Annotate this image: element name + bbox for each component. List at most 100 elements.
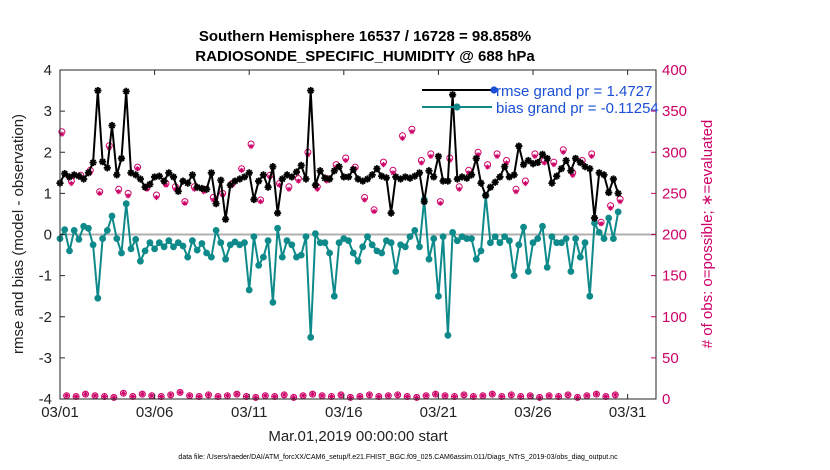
- rmse-point: [463, 174, 471, 182]
- bias-point: [368, 241, 376, 249]
- bias-point: [335, 239, 343, 247]
- bias-point: [75, 236, 83, 243]
- rmse-point: [212, 200, 220, 208]
- obs-possible-point: [119, 389, 127, 397]
- bias-point: [137, 257, 144, 265]
- rmse-point: [94, 86, 102, 95]
- obs-evaluated-point: [73, 393, 79, 400]
- bias-point: [99, 235, 106, 243]
- rmse-point: [250, 195, 258, 204]
- rmse-point: [349, 165, 357, 174]
- x-tick-label: 03/11: [231, 404, 267, 421]
- rmse-point: [491, 178, 499, 186]
- obs-evaluated-point: [234, 391, 240, 397]
- rmse-point: [169, 173, 178, 181]
- bias-point: [359, 243, 367, 251]
- bias-point: [108, 212, 116, 220]
- obs-possible-point: [365, 391, 373, 399]
- bias-point: [89, 241, 97, 249]
- rmse-point: [165, 169, 173, 177]
- obs-evaluated-point: [215, 393, 221, 400]
- obs-evaluated-point: [432, 391, 439, 397]
- rmse-point: [288, 173, 296, 181]
- bias-point: [170, 243, 177, 251]
- obs-possible-point: [592, 390, 600, 398]
- obs-evaluated-point: [59, 131, 65, 137]
- bias-point: [250, 233, 258, 241]
- obs-evaluated-point: [239, 167, 245, 173]
- obs-evaluated-point: [92, 393, 98, 399]
- rmse-point: [420, 198, 428, 206]
- rmse-point: [406, 174, 414, 182]
- obs-evaluated-point: [503, 160, 510, 166]
- rmse-point: [340, 173, 348, 181]
- rmse-point: [264, 183, 272, 191]
- y-left-tick-label: -3: [39, 350, 52, 367]
- rmse-point: [231, 177, 239, 185]
- bias-point: [453, 237, 461, 245]
- rmse-point: [458, 173, 466, 181]
- bias-point: [444, 331, 452, 339]
- bias-point: [66, 247, 73, 255]
- bias-point: [501, 233, 508, 241]
- rmse-point: [505, 173, 513, 181]
- bias-point: [70, 227, 78, 234]
- rmse-point: [193, 183, 201, 191]
- obs-evaluated-point: [418, 160, 424, 166]
- obs-evaluated-point: [404, 393, 410, 400]
- obs-evaluated-point: [612, 392, 618, 398]
- bias-point: [406, 233, 414, 241]
- chart-title-line1: Southern Hemisphere 16537 / 16728 = 98.8…: [199, 28, 531, 45]
- obs-possible-point: [176, 388, 184, 396]
- y-left-tick-label: -1: [39, 268, 52, 285]
- obs-evaluated-point: [187, 393, 193, 399]
- rmse-point: [590, 214, 599, 222]
- obs-evaluated-point: [149, 393, 155, 399]
- obs-evaluated-point: [546, 393, 552, 399]
- rmse-point: [510, 171, 518, 179]
- rmse-point: [203, 185, 211, 193]
- obs-possible-point: [536, 393, 544, 401]
- bias-point: [576, 253, 584, 261]
- obs-evaluated-point: [461, 392, 467, 398]
- bias-point: [288, 241, 296, 249]
- obs-evaluated-point: [272, 393, 278, 400]
- x-tick-label: 03/26: [514, 404, 552, 421]
- rmse-point: [567, 167, 575, 175]
- obs-evaluated-point: [451, 393, 458, 400]
- obs-evaluated-point: [257, 199, 264, 205]
- obs-evaluated-point: [210, 197, 216, 203]
- bias-point: [439, 233, 447, 241]
- bias-point: [477, 247, 485, 255]
- rmse-point: [302, 175, 310, 183]
- bias-point: [122, 200, 130, 208]
- bias-point: [241, 239, 248, 247]
- obs-evaluated-point: [499, 393, 505, 400]
- obs-evaluated-point: [584, 393, 590, 399]
- obs-evaluated-point: [456, 186, 462, 192]
- obs-evaluated-point: [314, 186, 320, 192]
- bias-point: [364, 233, 371, 241]
- rmse-point: [557, 165, 565, 173]
- obs-evaluated-point: [168, 392, 174, 398]
- obs-possible-point: [460, 391, 468, 399]
- bias-point: [548, 233, 556, 241]
- tick-layer: 03/01 03/06 03/11 03/16 03/21 03/26 03/31 -4 -3 -…: [39, 62, 687, 421]
- rmse-point: [188, 171, 197, 179]
- obs-evaluated-point: [532, 153, 538, 159]
- obs-evaluated-point: [97, 190, 103, 196]
- bias-point: [553, 239, 561, 247]
- obs-evaluated-point: [508, 392, 514, 398]
- x-axis-label: Mar.01,2019 00:00:00 start: [268, 428, 448, 445]
- y-left-tick-label: 0: [44, 227, 52, 244]
- obs-evaluated-point: [68, 180, 74, 187]
- obs-evaluated-point: [527, 393, 533, 399]
- rmse-point: [273, 209, 282, 217]
- bias-point: [203, 249, 211, 257]
- rmse-point: [326, 175, 334, 183]
- rmse-point: [283, 171, 291, 179]
- bias-point: [430, 235, 438, 243]
- bias-point: [496, 239, 504, 247]
- y-right-tick-label: 350: [662, 103, 687, 120]
- rmse-point: [449, 91, 457, 99]
